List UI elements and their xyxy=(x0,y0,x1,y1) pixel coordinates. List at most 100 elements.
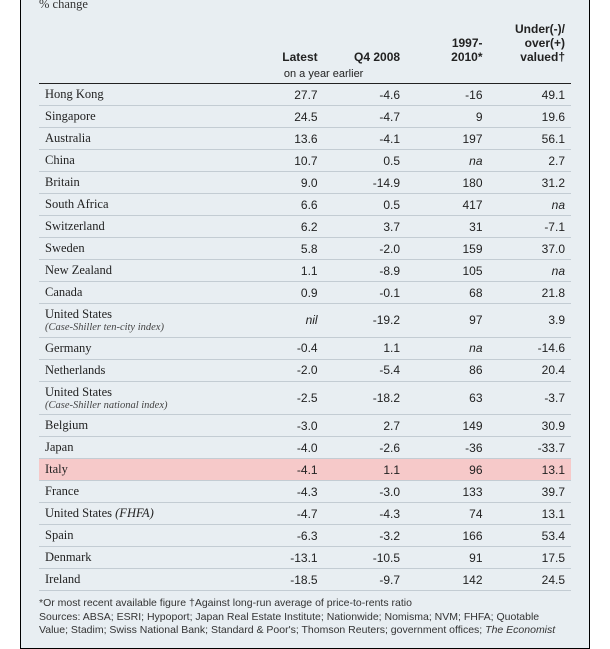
cell-range: 159 xyxy=(406,238,488,260)
table-row: United States (FHFA)-4.7-4.37413.1 xyxy=(39,503,571,525)
cell-country: Denmark xyxy=(39,547,241,569)
cell-q4: -3.0 xyxy=(324,481,406,503)
cell-range: -36 xyxy=(406,437,488,459)
cell-country: Hong Kong xyxy=(39,84,241,106)
cell-q4: -14.9 xyxy=(324,172,406,194)
cell-valued: -3.7 xyxy=(489,381,571,415)
cell-q4: 0.5 xyxy=(324,194,406,216)
cell-valued: 17.5 xyxy=(489,547,571,569)
cell-valued: 2.7 xyxy=(489,150,571,172)
cell-range: 86 xyxy=(406,359,488,381)
table-row: United States(Case-Shiller national inde… xyxy=(39,381,571,415)
table-row: Singapore24.5-4.7919.6 xyxy=(39,106,571,128)
cell-valued: 56.1 xyxy=(489,128,571,150)
cell-latest: 10.7 xyxy=(241,150,323,172)
cell-q4: -3.2 xyxy=(324,525,406,547)
cell-q4: 3.7 xyxy=(324,216,406,238)
cell-range: 105 xyxy=(406,260,488,282)
cell-latest: 6.2 xyxy=(241,216,323,238)
cell-valued: 37.0 xyxy=(489,238,571,260)
table-row: France-4.3-3.013339.7 xyxy=(39,481,571,503)
cell-range: 197 xyxy=(406,128,488,150)
cell-range: -16 xyxy=(406,84,488,106)
table-row: South Africa6.60.5417na xyxy=(39,194,571,216)
cell-country: Ireland xyxy=(39,569,241,591)
cell-valued: 21.8 xyxy=(489,282,571,304)
cell-latest: 13.6 xyxy=(241,128,323,150)
cell-latest: -4.1 xyxy=(241,459,323,481)
cell-country: Japan xyxy=(39,437,241,459)
table-row: Japan-4.0-2.6-36-33.7 xyxy=(39,437,571,459)
cell-latest: -2.0 xyxy=(241,359,323,381)
cell-valued: -33.7 xyxy=(489,437,571,459)
cell-q4: 2.7 xyxy=(324,415,406,437)
cell-range: 166 xyxy=(406,525,488,547)
cell-q4: -18.2 xyxy=(324,381,406,415)
cell-latest: 5.8 xyxy=(241,238,323,260)
cell-valued: 53.4 xyxy=(489,525,571,547)
cell-country: Italy xyxy=(39,459,241,481)
cell-valued: -14.6 xyxy=(489,337,571,359)
cell-valued: 24.5 xyxy=(489,569,571,591)
cell-range: 63 xyxy=(406,381,488,415)
cell-valued: na xyxy=(489,260,571,282)
cell-country: Germany xyxy=(39,337,241,359)
cell-latest: 24.5 xyxy=(241,106,323,128)
cell-range: 9 xyxy=(406,106,488,128)
cell-range: 74 xyxy=(406,503,488,525)
cell-range: 68 xyxy=(406,282,488,304)
cell-latest: -4.3 xyxy=(241,481,323,503)
table-row: Italy-4.11.19613.1 xyxy=(39,459,571,481)
cell-latest: -4.7 xyxy=(241,503,323,525)
cell-q4: 0.5 xyxy=(324,150,406,172)
table-head: Latest Q4 2008 1997- 2010* Under(-)/ ove… xyxy=(39,20,571,84)
cell-q4: 1.1 xyxy=(324,459,406,481)
col-range: 1997- 2010* xyxy=(406,20,488,66)
cell-country: Canada xyxy=(39,282,241,304)
cell-latest: 9.0 xyxy=(241,172,323,194)
cell-latest: -4.0 xyxy=(241,437,323,459)
cell-country: Belgium xyxy=(39,415,241,437)
table-row: Hong Kong27.7-4.6-1649.1 xyxy=(39,84,571,106)
cell-q4: -4.7 xyxy=(324,106,406,128)
table-row: United States(Case-Shiller ten-city inde… xyxy=(39,304,571,338)
table-row: Ireland-18.5-9.714224.5 xyxy=(39,569,571,591)
cell-range: 97 xyxy=(406,304,488,338)
col-yoy-sub: on a year earlier xyxy=(241,66,406,84)
cell-latest: -6.3 xyxy=(241,525,323,547)
cell-latest: -18.5 xyxy=(241,569,323,591)
table-row: Australia13.6-4.119756.1 xyxy=(39,128,571,150)
cell-q4: -5.4 xyxy=(324,359,406,381)
table-row: Belgium-3.02.714930.9 xyxy=(39,415,571,437)
cell-range: 91 xyxy=(406,547,488,569)
table-row: Netherlands-2.0-5.48620.4 xyxy=(39,359,571,381)
cell-country: Spain xyxy=(39,525,241,547)
cell-range: 417 xyxy=(406,194,488,216)
cell-latest: -13.1 xyxy=(241,547,323,569)
table-row: Switzerland6.23.731-7.1 xyxy=(39,216,571,238)
panel-inner: The Economist house-price indicators % c… xyxy=(21,0,589,648)
cell-latest: 1.1 xyxy=(241,260,323,282)
cell-valued: 19.6 xyxy=(489,106,571,128)
cell-country: Singapore xyxy=(39,106,241,128)
cell-valued: 31.2 xyxy=(489,172,571,194)
cell-q4: -19.2 xyxy=(324,304,406,338)
table-row: Denmark-13.1-10.59117.5 xyxy=(39,547,571,569)
cell-latest: 6.6 xyxy=(241,194,323,216)
cell-latest: 0.9 xyxy=(241,282,323,304)
cell-valued: -7.1 xyxy=(489,216,571,238)
cell-country: United States(Case-Shiller ten-city inde… xyxy=(39,304,241,338)
cell-latest: -3.0 xyxy=(241,415,323,437)
cell-range: 133 xyxy=(406,481,488,503)
cell-q4: -10.5 xyxy=(324,547,406,569)
cell-range: 142 xyxy=(406,569,488,591)
cell-latest: -2.5 xyxy=(241,381,323,415)
table-row: New Zealand1.1-8.9105na xyxy=(39,260,571,282)
cell-valued: 20.4 xyxy=(489,359,571,381)
table-row: Britain9.0-14.918031.2 xyxy=(39,172,571,194)
cell-valued: na xyxy=(489,194,571,216)
cell-country: South Africa xyxy=(39,194,241,216)
cell-range: na xyxy=(406,337,488,359)
cell-q4: -2.6 xyxy=(324,437,406,459)
table-body: Hong Kong27.7-4.6-1649.1Singapore24.5-4.… xyxy=(39,84,571,591)
